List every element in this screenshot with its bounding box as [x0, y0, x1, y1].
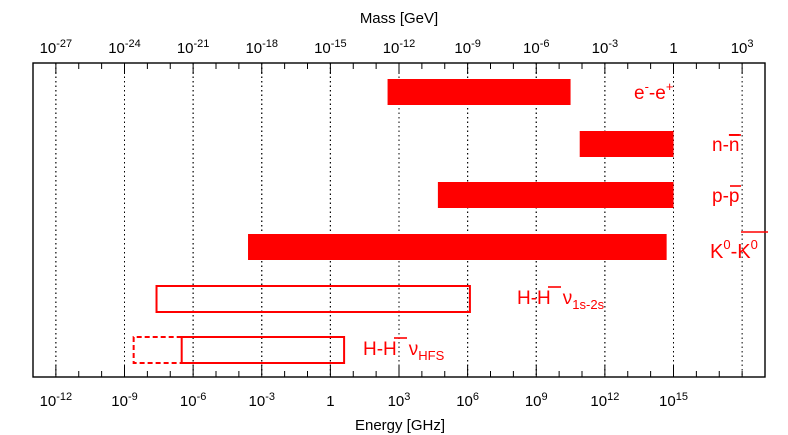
label-overline-char: p: [729, 186, 740, 207]
tick-exponent: 3: [747, 38, 753, 50]
tick-base: 10: [314, 40, 331, 57]
tick-exponent: -6: [197, 391, 207, 403]
bottom-tick-label: 10-6: [180, 391, 206, 410]
top-tick-label: 10-18: [245, 38, 278, 57]
label-text: e: [634, 83, 645, 104]
top-tick-label: 10-15: [314, 38, 347, 57]
label-superscript: -: [645, 79, 649, 94]
range-bar-outline: [180, 336, 346, 364]
label-superscript: +: [666, 79, 674, 94]
tick-exponent: -12: [399, 38, 415, 50]
label-subscript: 1s-2s: [572, 297, 604, 312]
range-bar: [579, 131, 674, 157]
label-superscript: 0: [751, 237, 758, 252]
label-overline-char: n: [729, 135, 740, 156]
label-text: p-: [712, 186, 729, 207]
tick-exponent: 15: [676, 391, 688, 403]
tick-exponent: -9: [128, 391, 138, 403]
tick-base: 10: [454, 40, 471, 57]
label-nu: ν: [409, 339, 419, 360]
tick-exponent: -18: [262, 38, 278, 50]
range-bar: [387, 79, 571, 105]
tick-base: 10: [590, 393, 607, 410]
tick-base: 10: [108, 40, 125, 57]
axis-ticks: 10-27 10-24 10-21 10-18 10-15 10-12 10-9 10-6 10…: [32, 38, 766, 410]
tick-base: 1: [326, 393, 334, 410]
tick-exponent: 9: [542, 391, 548, 403]
tick-base: 10: [245, 40, 262, 57]
range-bar: [437, 182, 674, 208]
bottom-tick-label: 1: [326, 393, 334, 410]
tick-base: 10: [111, 393, 128, 410]
range-bar-extension: [132, 336, 182, 364]
top-tick-label: 10-3: [592, 38, 618, 57]
tick-exponent: -21: [194, 38, 210, 50]
tick-exponent: -12: [56, 391, 72, 403]
tick-base: 10: [525, 393, 542, 410]
tick-base: 10: [40, 393, 57, 410]
tick-exponent: -15: [331, 38, 347, 50]
tick-base: 10: [659, 393, 676, 410]
top-axis-title: Mass [GeV]: [360, 10, 438, 27]
tick-base: 10: [456, 393, 473, 410]
label-text: K: [710, 241, 724, 263]
bar-labels: e--e+n-np-pK0-K0H-H ν1s-2sH-H νHFS: [363, 79, 768, 363]
tick-base: 10: [592, 40, 609, 57]
bottom-tick-label: 1015: [659, 391, 688, 410]
tick-exponent: -6: [540, 38, 550, 50]
tick-exponent: -9: [471, 38, 481, 50]
range-bar: [248, 234, 667, 260]
tick-exponent: -3: [608, 38, 618, 50]
label-text: H-H: [517, 288, 551, 309]
top-tick-label: 10-12: [383, 38, 416, 57]
top-tick-label: 10-27: [40, 38, 73, 57]
tick-base: 10: [383, 40, 400, 57]
top-tick-label: 1: [669, 40, 677, 57]
grid-lines: [55, 63, 743, 377]
label-neutron: n-n: [712, 135, 739, 156]
bottom-axis-title: Energy [GHz]: [355, 417, 445, 434]
label-hydrogen-hfs: H-H νHFS: [363, 339, 445, 363]
top-tick-label: 10-6: [523, 38, 549, 57]
tick-base: 10: [523, 40, 540, 57]
bottom-tick-label: 103: [388, 391, 411, 410]
label-hydrogen-1s2s: H-H ν1s-2s: [517, 288, 605, 312]
top-tick-label: 103: [731, 38, 754, 57]
tick-exponent: -24: [125, 38, 141, 50]
bottom-tick-label: 10-9: [111, 391, 137, 410]
top-tick-label: 10-21: [177, 38, 210, 57]
label-text: -K: [731, 241, 752, 263]
tick-base: 10: [388, 393, 405, 410]
tick-base: 10: [731, 40, 748, 57]
label-electron-positron: e--e+: [634, 79, 673, 104]
tick-base: 10: [180, 393, 197, 410]
label-proton: p-p: [712, 186, 739, 207]
tick-exponent: 12: [607, 391, 619, 403]
tick-exponent: -3: [265, 391, 275, 403]
bottom-tick-label: 10-3: [249, 391, 275, 410]
tick-exponent: -27: [56, 38, 72, 50]
tick-base: 10: [40, 40, 57, 57]
range-bars: [132, 79, 674, 364]
label-superscript: 0: [723, 237, 730, 252]
top-tick-label: 10-9: [454, 38, 480, 57]
range-bar-outline: [155, 285, 471, 313]
bottom-tick-label: 106: [456, 391, 479, 410]
tick-base: 10: [249, 393, 266, 410]
tick-exponent: 6: [473, 391, 479, 403]
label-text: -e: [649, 83, 666, 104]
tick-exponent: 3: [404, 391, 410, 403]
label-subscript: HFS: [418, 348, 444, 363]
bottom-tick-label: 109: [525, 391, 548, 410]
label-kaon: K0-K0: [710, 237, 758, 263]
top-tick-label: 10-24: [108, 38, 141, 57]
label-text: n-: [712, 135, 729, 156]
bottom-tick-label: 1012: [590, 391, 619, 410]
tick-base: 1: [669, 40, 677, 57]
label-text: H-H: [363, 339, 397, 360]
bottom-tick-label: 10-12: [40, 391, 73, 410]
label-nu: ν: [563, 288, 573, 309]
tick-base: 10: [177, 40, 194, 57]
